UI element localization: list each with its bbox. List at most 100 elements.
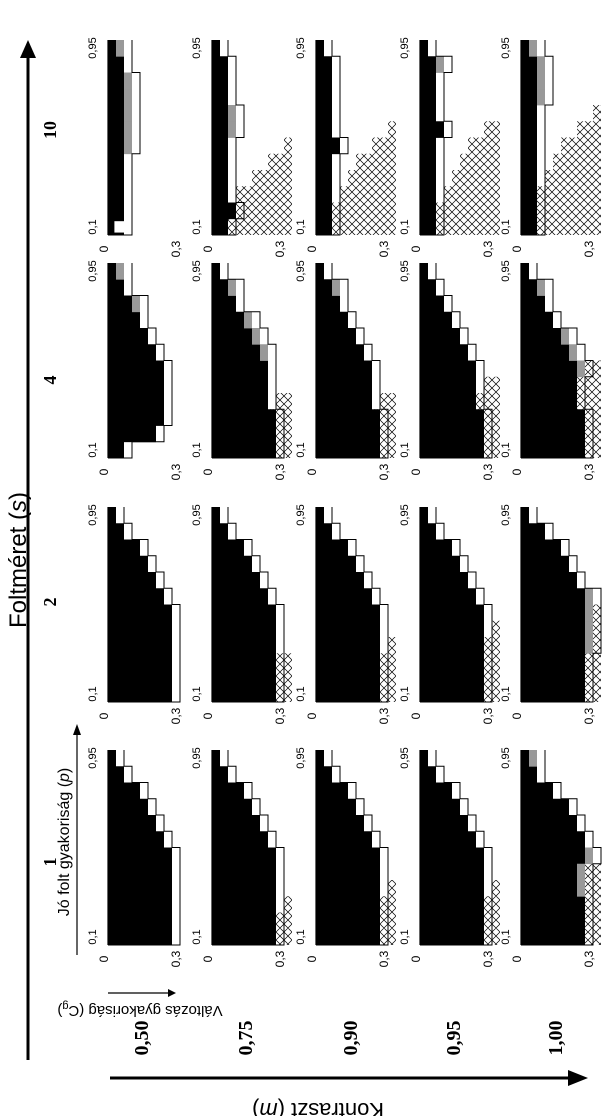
black-cell <box>316 279 332 296</box>
cg-tick: 0,3 <box>481 240 495 257</box>
hatch-cell <box>537 202 601 219</box>
black-cell <box>108 311 140 329</box>
black-cell <box>316 555 356 573</box>
black-cell <box>212 507 220 524</box>
boundary-line <box>108 750 181 946</box>
black-cell <box>212 798 252 816</box>
p-tick: 0,95 <box>500 504 512 525</box>
boundary-line <box>521 507 602 703</box>
gray-cell <box>124 72 132 90</box>
cg-axis-title: Változás gyakoriság (Cg) <box>57 1000 222 1019</box>
black-cell <box>108 202 124 220</box>
black-cell <box>420 72 436 90</box>
gray-cell <box>585 847 593 865</box>
black-cell <box>212 572 260 589</box>
cg-tick: 0 <box>510 955 524 962</box>
black-cell <box>521 896 585 913</box>
black-cell <box>420 637 484 654</box>
black-cell <box>108 507 116 524</box>
black-cell <box>316 328 356 345</box>
s-label-10: 10 <box>40 121 60 139</box>
cg-tick: 0 <box>201 955 215 962</box>
gray-cell <box>529 750 537 767</box>
hatch-cell <box>284 137 292 154</box>
cg-tick: 0 <box>97 955 111 962</box>
black-cell <box>212 425 276 443</box>
black-cell <box>420 555 460 573</box>
black-cell <box>420 847 484 865</box>
black-cell <box>212 750 220 767</box>
p-tick: 0,1 <box>500 686 512 701</box>
panel-s2-m2: 0,1 0,95 0 0,3 <box>295 260 396 480</box>
hatch-cell <box>460 153 500 170</box>
hatch-cell <box>356 153 396 170</box>
black-cell <box>108 56 124 73</box>
black-cell <box>316 186 332 203</box>
black-cell <box>521 425 585 443</box>
black-cell <box>420 507 428 524</box>
s-label-4: 4 <box>40 376 60 385</box>
black-cell <box>420 295 444 313</box>
black-cell <box>108 750 116 767</box>
black-cell <box>420 880 484 897</box>
black-cell <box>521 344 569 361</box>
black-cell <box>212 88 228 106</box>
black-cell <box>316 507 324 524</box>
cg-tick: 0 <box>305 245 319 252</box>
black-cell <box>420 685 484 703</box>
black-cell <box>316 880 380 897</box>
hatch-cell <box>228 218 292 235</box>
black-cell <box>316 912 380 930</box>
black-cell <box>420 523 436 540</box>
hatch-cell <box>577 121 601 138</box>
black-cell <box>316 153 332 171</box>
black-cell <box>212 539 244 557</box>
black-cell <box>212 928 276 946</box>
cg-tick: 0 <box>305 712 319 719</box>
black-cell <box>420 863 484 881</box>
black-cell <box>420 750 428 767</box>
black-cell <box>420 441 484 459</box>
gray-cell <box>244 311 252 329</box>
black-cell <box>420 360 476 378</box>
black-cell <box>212 170 228 187</box>
panel-s1-m4: 0,1 0,95 0 0,3 <box>500 504 602 724</box>
black-cell <box>212 555 252 573</box>
black-cell <box>521 831 585 848</box>
black-cell <box>108 40 116 57</box>
gray-cell <box>577 880 585 897</box>
black-cell <box>521 263 529 280</box>
black-cell <box>521 669 585 687</box>
black-cell <box>521 295 545 313</box>
black-cell <box>212 295 236 313</box>
hatch-cell <box>561 137 601 154</box>
black-cell <box>108 912 172 930</box>
black-cell <box>521 328 561 345</box>
cg-tick: 0,3 <box>169 463 183 480</box>
p-tick: 0,95 <box>191 37 203 58</box>
black-cell <box>108 328 148 345</box>
panel-s3-m4: 0,1 0,95 0 0,3 <box>500 37 601 257</box>
black-cell <box>212 523 228 540</box>
black-cell <box>108 847 172 865</box>
gray-cell <box>436 56 444 73</box>
cg-tick: 0 <box>97 468 111 475</box>
black-cell <box>316 88 332 106</box>
cg-tick: 0,3 <box>582 707 596 724</box>
cg-tick: 0,3 <box>377 707 391 724</box>
p-tick: 0,95 <box>500 37 512 58</box>
hatch-cell <box>332 218 396 235</box>
black-cell <box>316 539 348 557</box>
black-cell <box>420 137 436 155</box>
cg-tick: 0,3 <box>481 463 495 480</box>
black-cell <box>108 376 164 394</box>
black-cell <box>212 153 228 171</box>
black-cell <box>108 815 156 832</box>
panel-s0-m4: 0,1 0,95 0 0,3 <box>500 747 602 967</box>
black-cell <box>108 360 164 378</box>
gray-cell <box>537 72 545 90</box>
hatch-cell <box>340 186 396 203</box>
black-cell <box>420 153 436 171</box>
m-label-3: 0,95 <box>443 1021 465 1056</box>
black-cell <box>212 880 276 897</box>
